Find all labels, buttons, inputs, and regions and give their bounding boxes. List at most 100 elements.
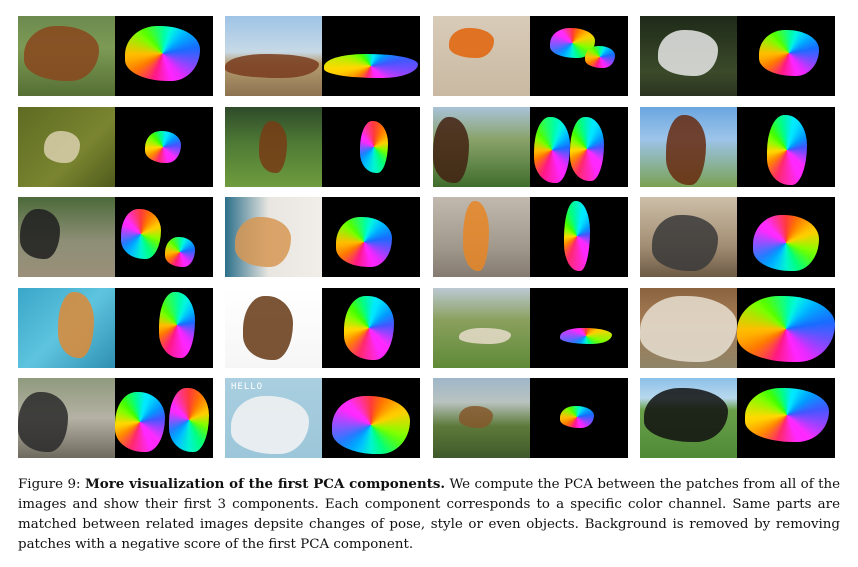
pca-map-cow-field <box>115 16 213 96</box>
image-pair-dogs-playing <box>18 197 213 277</box>
pca-foreground-patches <box>534 117 570 183</box>
pca-foreground-patches <box>324 54 418 78</box>
pca-map-puppy <box>322 288 420 368</box>
pca-map-sheep-herding <box>530 288 628 368</box>
image-pair-dog-pool <box>18 288 213 368</box>
image-pair-horses-running <box>225 16 420 96</box>
photo-dog-pool <box>18 288 115 368</box>
pca-foreground-patches <box>753 215 819 271</box>
image-pair-sheep-aerial <box>18 107 213 187</box>
pca-map-mountain-hikers <box>530 378 628 458</box>
subject-silhouette <box>459 328 511 344</box>
subject-silhouette <box>459 406 493 428</box>
cartoon-hello-text: HELLO <box>231 382 264 392</box>
subject-silhouette <box>644 388 728 442</box>
image-pair-horse-rider <box>225 107 420 187</box>
subject-silhouette <box>652 215 718 271</box>
photo-goats-flock <box>18 378 115 458</box>
photo-cartoon-cow: HELLO <box>225 378 322 458</box>
photo-sheep-herding <box>433 288 530 368</box>
photo-white-horse <box>640 16 737 96</box>
photo-party-dogs <box>640 197 737 277</box>
pca-foreground-patches <box>560 406 594 428</box>
pca-foreground-patches <box>125 26 200 81</box>
image-pair-sheep-barn <box>640 288 835 368</box>
subject-silhouette <box>235 217 291 267</box>
figure-caption-body: We compute the PCA between the patches f… <box>18 477 841 552</box>
photo-horse-rider <box>225 107 322 187</box>
image-pair-horse-race <box>433 107 628 187</box>
photo-black-white-cow <box>640 378 737 458</box>
image-pair-party-dogs <box>640 197 835 277</box>
pca-map-dogs-playing <box>115 197 213 277</box>
pca-map-sheep-aerial <box>115 107 213 187</box>
image-pair-corgi-window <box>433 197 628 277</box>
figure-label: Figure 9: <box>18 477 81 492</box>
pca-foreground-patches <box>332 396 410 454</box>
subject-silhouette <box>449 28 494 58</box>
pca-foreground-patches <box>145 131 181 163</box>
pca-map-horse-portrait <box>737 107 835 187</box>
subject-silhouette <box>666 115 706 185</box>
figure-bold-title: More visualization of the first PCA comp… <box>84 476 446 492</box>
pca-foreground-patches <box>767 115 807 185</box>
image-pair-horse-portrait <box>640 107 835 187</box>
subject-silhouette <box>18 392 68 452</box>
pca-foreground-patches <box>564 201 590 271</box>
subject-silhouette <box>20 209 60 259</box>
pca-map-goats-flock <box>115 378 213 458</box>
image-pair-puppy <box>225 288 420 368</box>
pca-map-party-dogs <box>737 197 835 277</box>
pca-foreground-patches <box>344 296 394 360</box>
photo-corgi-window <box>433 197 530 277</box>
pca-foreground-patches <box>570 117 604 181</box>
subject-silhouette <box>433 117 469 183</box>
pca-foreground-patches <box>165 237 195 267</box>
subject-silhouette <box>24 26 99 81</box>
pca-foreground-patches <box>360 121 388 173</box>
subject-silhouette <box>259 121 287 173</box>
subject-silhouette <box>243 296 293 360</box>
figure-caption: Figure 9: More visualization of the firs… <box>18 474 840 555</box>
pca-foreground-patches <box>159 292 195 358</box>
pca-foreground-patches <box>169 388 209 452</box>
image-pair-mountain-hikers <box>433 378 628 458</box>
pca-foreground-patches <box>336 217 392 267</box>
photo-cow-field <box>18 16 115 96</box>
pca-map-horse-race <box>530 107 628 187</box>
pca-map-bulldog <box>322 197 420 277</box>
photo-sheep-barn <box>640 288 737 368</box>
subject-silhouette <box>231 396 309 454</box>
image-pair-black-white-cow <box>640 378 835 458</box>
image-pair-cow-field <box>18 16 213 96</box>
pca-map-white-horse <box>737 16 835 96</box>
pca-foreground-patches <box>745 388 829 442</box>
pca-map-sheep-barn <box>737 288 835 368</box>
photo-sheep-aerial <box>18 107 115 187</box>
pca-foreground-patches <box>115 392 165 452</box>
subject-silhouette <box>658 30 718 76</box>
subject-silhouette <box>640 296 737 362</box>
pca-map-corgi-window <box>530 197 628 277</box>
pca-foreground-patches <box>737 296 835 362</box>
photo-horses-running <box>225 16 322 96</box>
pca-foreground-patches <box>121 209 161 259</box>
photo-horse-sketch <box>433 16 530 96</box>
photo-horse-portrait <box>640 107 737 187</box>
image-pair-goats-flock <box>18 378 213 458</box>
pca-visualization-grid: HELLO <box>18 16 836 458</box>
subject-silhouette <box>463 201 489 271</box>
photo-bulldog <box>225 197 322 277</box>
image-pair-cartoon-cow: HELLO <box>225 378 420 458</box>
subject-silhouette <box>44 131 80 163</box>
pca-map-cartoon-cow <box>322 378 420 458</box>
subject-silhouette <box>225 54 319 78</box>
pca-map-horses-running <box>322 16 420 96</box>
pca-map-black-white-cow <box>737 378 835 458</box>
image-pair-bulldog <box>225 197 420 277</box>
photo-mountain-hikers <box>433 378 530 458</box>
pca-map-dog-pool <box>115 288 213 368</box>
subject-silhouette <box>58 292 94 358</box>
pca-foreground-patches <box>560 328 612 344</box>
photo-dogs-playing <box>18 197 115 277</box>
